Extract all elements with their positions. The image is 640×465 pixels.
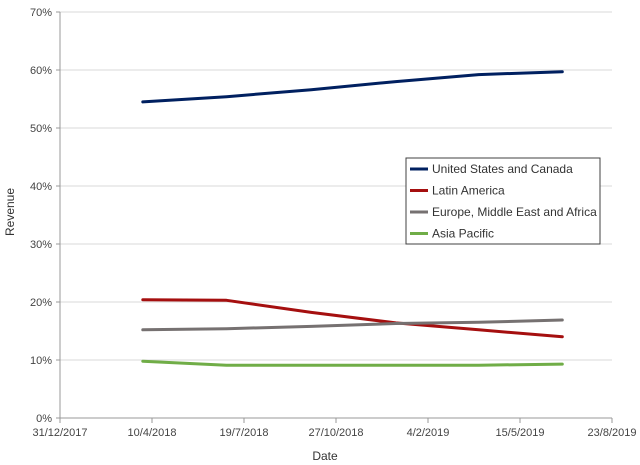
x-tick-label: 4/2/2019 xyxy=(407,427,450,439)
series-line-asia-pacific xyxy=(141,359,564,367)
series-line-united-states-and-canada xyxy=(141,70,564,104)
series-line-europe-middle-east-and-africa xyxy=(141,318,564,332)
legend-items: United States and Canada Latin America Eur… xyxy=(410,162,597,241)
x-tick-label: 27/10/2018 xyxy=(308,427,363,439)
x-axis-title: Date xyxy=(312,449,338,463)
y-tick-label: 20% xyxy=(30,297,52,309)
series-lines xyxy=(141,70,564,367)
y-tick-label: 0% xyxy=(36,413,52,425)
series-line-latin-america xyxy=(141,298,564,339)
legend-label: Latin America xyxy=(432,184,505,198)
x-tick-label: 15/5/2019 xyxy=(496,427,545,439)
x-tick-label: 31/12/2017 xyxy=(32,427,87,439)
axes: 0% 10% 20% 30% 40% 50% 60% 70% 31/12/2017 10/4/20… xyxy=(30,7,637,439)
legend-label: Asia Pacific xyxy=(432,227,494,241)
gridlines xyxy=(60,11,612,419)
y-tick-label: 10% xyxy=(30,355,52,367)
x-tick-label: 10/4/2018 xyxy=(128,427,177,439)
y-tick-label: 60% xyxy=(30,65,52,77)
x-tick-label: 19/7/2018 xyxy=(220,427,269,439)
legend-box xyxy=(405,157,601,245)
y-tick-label: 70% xyxy=(30,7,52,19)
legend-label: United States and Canada xyxy=(432,162,573,176)
y-tick-label: 50% xyxy=(30,123,52,135)
legend-label: Europe, Middle East and Africa xyxy=(432,205,597,219)
y-tick-label: 30% xyxy=(30,239,52,251)
legend: United States and Canada Latin America Eur… xyxy=(405,157,601,245)
y-tick-label: 40% xyxy=(30,181,52,193)
y-axis-title: Revenue xyxy=(3,188,17,236)
x-tick-label: 23/8/2019 xyxy=(588,427,637,439)
